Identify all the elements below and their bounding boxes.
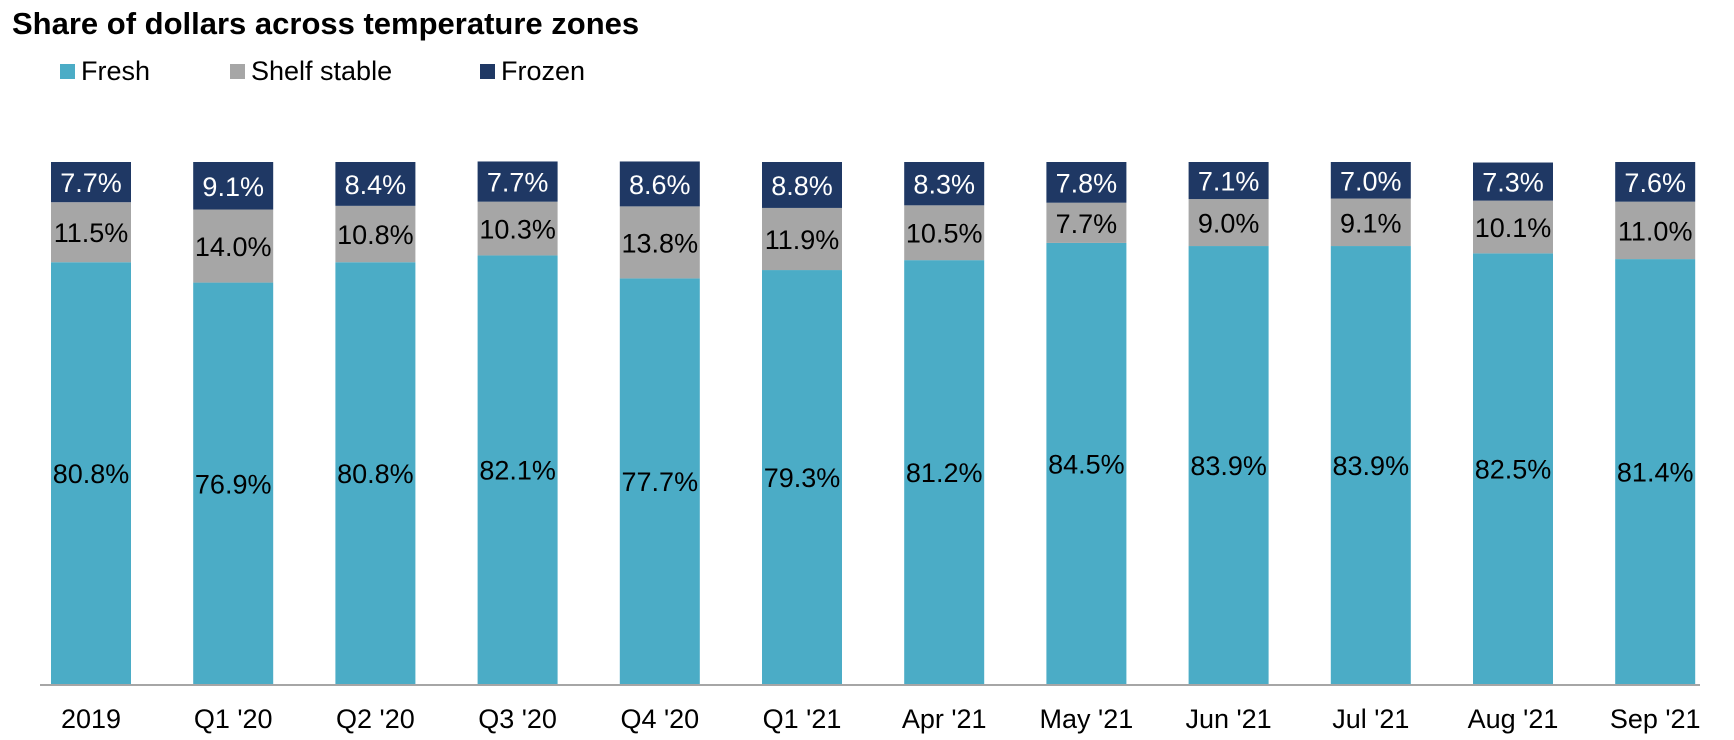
bar-segment-frozen — [904, 162, 985, 206]
bar-segment-shelf-stable — [51, 202, 131, 263]
bar-segment-fresh — [335, 262, 416, 684]
data-label-shelf-stable: 10.8% — [337, 220, 414, 250]
x-tick-label: Apr '21 — [902, 704, 987, 734]
x-tick-label: Jun '21 — [1185, 704, 1271, 734]
bar-segment-shelf-stable — [619, 206, 700, 279]
data-label-frozen: 8.8% — [771, 171, 833, 201]
data-label-fresh: 79.3% — [764, 463, 841, 493]
legend-item-fresh: Fresh — [60, 56, 150, 87]
data-label-frozen: 7.1% — [1198, 167, 1260, 197]
bar-segment-fresh — [904, 260, 985, 684]
data-label-shelf-stable: 10.3% — [479, 215, 556, 245]
bar-segment-shelf-stable — [1188, 199, 1269, 247]
data-label-shelf-stable: 9.1% — [1340, 208, 1402, 238]
bar-segment-fresh — [762, 270, 842, 684]
data-label-fresh: 80.8% — [53, 459, 130, 489]
data-label-fresh: 83.9% — [1190, 451, 1267, 481]
bar-segment-frozen — [1473, 162, 1553, 201]
data-label-shelf-stable: 11.0% — [1618, 216, 1693, 246]
legend-swatch-shelf-stable — [230, 64, 245, 79]
bar-segment-fresh — [1330, 246, 1411, 685]
data-label-frozen: 8.4% — [345, 170, 407, 200]
legend-label-fresh: Fresh — [81, 56, 151, 86]
data-label-shelf-stable: 13.8% — [622, 228, 699, 258]
bar-segment-fresh — [1473, 253, 1553, 684]
data-label-shelf-stable: 9.0% — [1198, 209, 1260, 239]
bar-segment-fresh — [1615, 259, 1696, 684]
data-label-fresh: 81.4% — [1617, 458, 1694, 488]
data-label-fresh: 76.9% — [195, 469, 272, 499]
data-label-frozen: 7.7% — [487, 168, 549, 198]
x-tick-label: Q3 '20 — [478, 704, 557, 734]
legend-label-frozen: Frozen — [501, 56, 586, 86]
x-tick-label: May '21 — [1040, 704, 1134, 734]
bar-segment-shelf-stable — [1615, 201, 1696, 260]
data-label-shelf-stable: 10.1% — [1475, 213, 1552, 243]
bar-segment-frozen — [619, 161, 700, 207]
bar-segment-shelf-stable — [904, 205, 985, 261]
data-label-shelf-stable: 11.9% — [765, 225, 840, 255]
data-label-shelf-stable: 10.5% — [906, 219, 983, 249]
bar-segment-frozen — [477, 161, 558, 202]
x-tick-label: Q1 '20 — [194, 704, 273, 734]
data-label-shelf-stable: 7.7% — [1056, 209, 1118, 239]
bar-segment-frozen — [1188, 162, 1269, 200]
bar-segment-shelf-stable — [1473, 200, 1553, 254]
bar-segment-shelf-stable — [1330, 198, 1411, 247]
data-label-fresh: 81.2% — [906, 458, 983, 488]
data-label-frozen: 7.7% — [60, 168, 122, 198]
data-label-fresh: 82.5% — [1475, 455, 1552, 485]
data-label-frozen: 7.0% — [1340, 166, 1402, 196]
data-label-frozen: 8.3% — [913, 170, 975, 200]
data-label-frozen: 7.8% — [1056, 168, 1118, 198]
bar-segment-fresh — [477, 255, 558, 685]
bar-segment-fresh — [1188, 246, 1269, 685]
bar-segment-shelf-stable — [1046, 202, 1127, 243]
x-tick-label: Aug '21 — [1468, 704, 1559, 734]
bar-segment-frozen — [762, 162, 842, 208]
data-label-fresh: 84.5% — [1048, 449, 1125, 479]
legend-item-frozen: Frozen — [480, 56, 585, 87]
legend-swatch-fresh — [60, 64, 75, 79]
bar-segment-shelf-stable — [335, 205, 416, 263]
chart-title: Share of dollars across temperature zone… — [12, 6, 640, 41]
bar-segment-frozen — [1615, 162, 1696, 202]
data-label-frozen: 7.3% — [1482, 168, 1544, 198]
data-label-frozen: 9.1% — [202, 172, 264, 202]
bar-segment-fresh — [193, 282, 274, 684]
x-tick-label: Q2 '20 — [336, 704, 415, 734]
x-tick-label: Jul '21 — [1332, 704, 1409, 734]
data-label-shelf-stable: 14.0% — [195, 232, 272, 262]
bar-segment-frozen — [193, 162, 274, 210]
data-label-fresh: 77.7% — [622, 467, 699, 497]
bar-segment-shelf-stable — [477, 201, 558, 256]
bar-segment-fresh — [1046, 242, 1127, 684]
legend-item-shelf-stable: Shelf stable — [230, 56, 392, 87]
data-label-fresh: 80.8% — [337, 459, 414, 489]
legend-swatch-frozen — [480, 64, 495, 79]
data-label-shelf-stable: 11.5% — [54, 218, 129, 248]
bar-segment-shelf-stable — [762, 207, 842, 271]
bar-segment-frozen — [51, 162, 131, 203]
x-tick-label: Q1 '21 — [763, 704, 842, 734]
bar-segment-fresh — [51, 262, 131, 684]
bar-segment-fresh — [619, 278, 700, 684]
data-label-frozen: 8.6% — [629, 170, 691, 200]
bar-segment-shelf-stable — [193, 209, 274, 283]
legend-label-shelf-stable: Shelf stable — [251, 56, 393, 86]
x-tick-label: 2019 — [61, 704, 121, 734]
x-tick-label: Sep '21 — [1610, 704, 1701, 734]
data-label-fresh: 83.9% — [1333, 451, 1410, 481]
bar-segment-frozen — [1330, 162, 1411, 199]
data-label-frozen: 7.6% — [1624, 168, 1686, 198]
bar-segment-frozen — [1046, 162, 1127, 203]
x-tick-label: Q4 '20 — [620, 704, 699, 734]
data-label-fresh: 82.1% — [479, 456, 556, 486]
bar-segment-frozen — [335, 162, 416, 206]
